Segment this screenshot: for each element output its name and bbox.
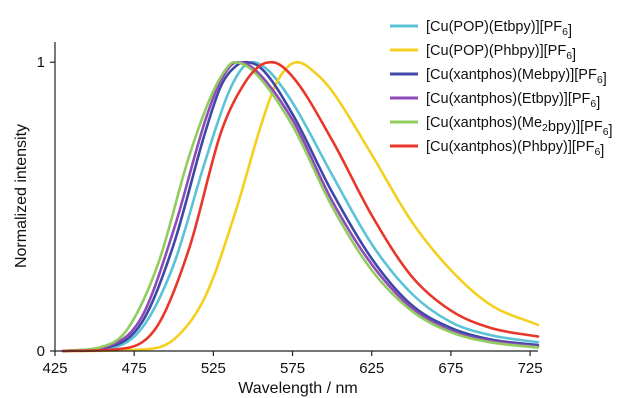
series-line-2 — [61, 60, 540, 353]
legend-item-5: [Cu(xantphos)(Me2bpy)][PF6] — [390, 115, 613, 139]
legend-label-2: [Cu(POP)(Phbpy)][PF6] — [426, 43, 576, 63]
x-tick-label-425: 425 — [42, 360, 67, 377]
legend-item-6: [Cu(xantphos)(Phbpy)][PF6] — [390, 139, 604, 159]
legend-item-3: [Cu(xantphos)(Mebpy)][PF6] — [390, 67, 607, 87]
x-tick-label-625: 625 — [359, 360, 384, 377]
series-line-4 — [61, 60, 540, 353]
series-line-6 — [61, 60, 540, 353]
y-ticks: 01 — [37, 54, 55, 360]
legend-item-1: [Cu(POP)(Etbpy)][PF6] — [390, 19, 572, 39]
legend-label-5: [Cu(xantphos)(Me2bpy)][PF6] — [426, 115, 613, 139]
y-tick-label-1: 1 — [37, 54, 45, 71]
x-ticks: 425 475 525 575 625 675 725 — [42, 351, 543, 377]
series-line-5 — [61, 60, 540, 353]
x-tick-label-525: 525 — [201, 360, 226, 377]
legend-label-4: [Cu(xantphos)(Etbpy)][PF6] — [426, 91, 600, 111]
legend-item-4: [Cu(xantphos)(Etbpy)][PF6] — [390, 91, 600, 111]
plot-lines — [61, 60, 540, 353]
legend-label-1: [Cu(POP)(Etbpy)][PF6] — [426, 19, 572, 39]
x-tick-label-475: 475 — [122, 360, 147, 377]
legend-label-3: [Cu(xantphos)(Mebpy)][PF6] — [426, 67, 607, 87]
y-axis-label: Normalized intensity — [13, 124, 30, 268]
legend-item-2: [Cu(POP)(Phbpy)][PF6] — [390, 43, 576, 63]
axes — [54, 42, 538, 352]
x-axis-label: Wavelength / nm — [238, 380, 357, 397]
x-tick-label-575: 575 — [280, 360, 305, 377]
series-line-1 — [61, 60, 540, 353]
series-line-3 — [61, 60, 540, 353]
legend-label-6: [Cu(xantphos)(Phbpy)][PF6] — [426, 139, 604, 159]
legend: [Cu(POP)(Etbpy)][PF6] [Cu(POP)(Phbpy)][PF… — [390, 19, 613, 159]
y-tick-label-0: 0 — [37, 343, 45, 360]
x-tick-label-725: 725 — [518, 360, 543, 377]
x-tick-label-675: 675 — [438, 360, 463, 377]
